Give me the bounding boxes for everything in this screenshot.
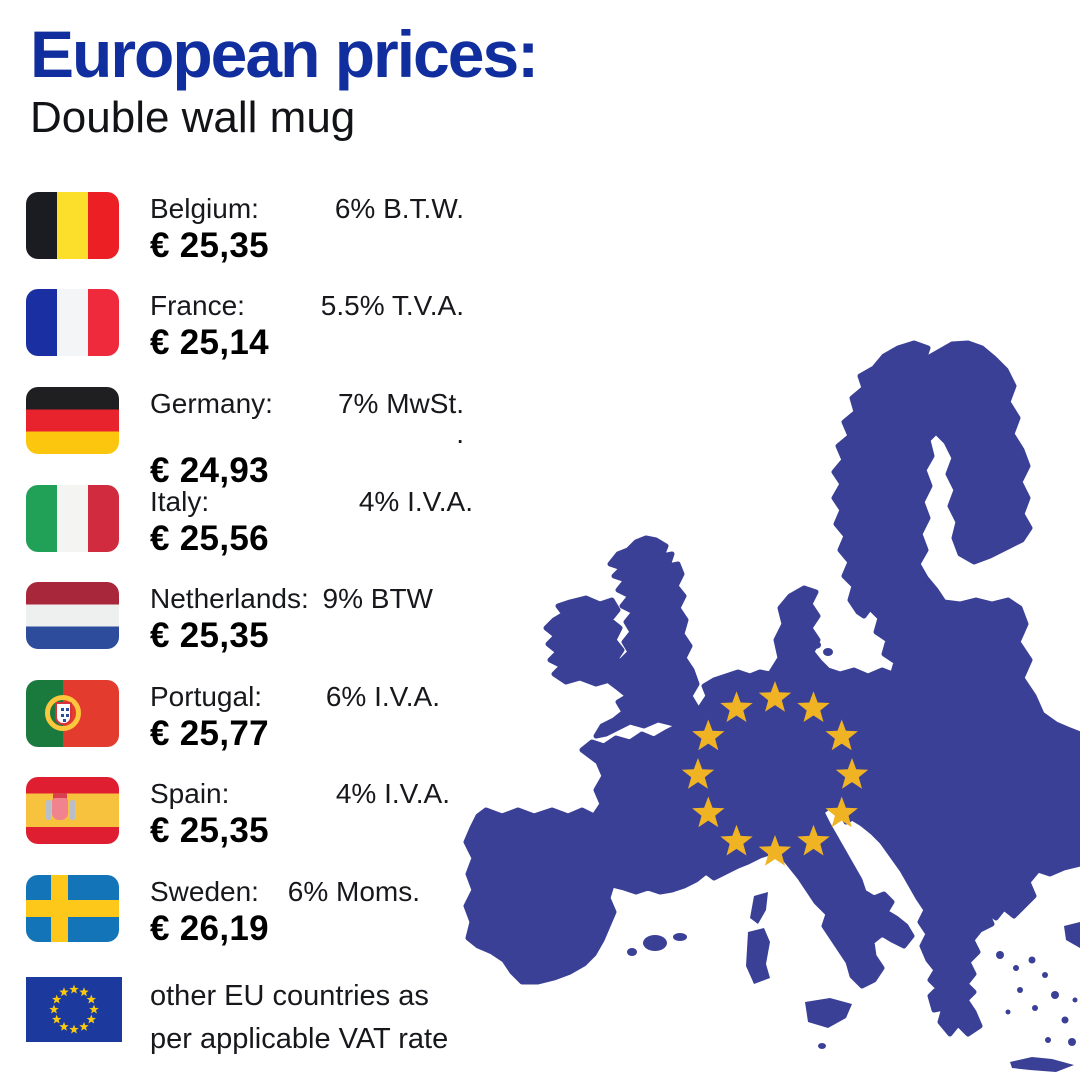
europe-mainland-shape [463,585,1080,1037]
price: € 25,35 [150,225,269,265]
page-title: European prices: [30,17,539,91]
price: € 26,19 [150,908,269,948]
sardinia-shape [746,928,770,984]
flag-france-icon [26,289,119,356]
price: € 25,14 [150,322,269,362]
danish-isle-shape [809,641,821,649]
flag-sweden-icon [26,875,119,942]
flag-germany-icon [26,387,119,454]
country-row-france: France: 5.5% T.V.A. € 25,14 [26,289,466,362]
vat-rate: 4% I.V.A. [335,778,450,809]
great-britain-shape [593,535,700,739]
ireland-shape [543,595,625,687]
country-name: Portugal: [150,681,263,712]
scandinavia-shape [831,340,1033,685]
country-row-germany: Germany: 7% MwSt. . € 24,93 [26,387,466,490]
price: € 25,56 [150,518,269,558]
vat-rate: 6% B.T.W. [334,193,464,224]
footer-note-line1: other EU countries as [150,980,429,1012]
country-name: Belgium: [150,193,259,224]
country-row-spain: Spain: 4% I.V.A. € 25,35 [26,777,466,850]
country-row-belgium: Belgium: 6% B.T.W. € 25,35 [26,192,466,265]
country-row-italy: Italy: 4% I.V.A. € 25,56 [26,485,473,558]
flag-netherlands-icon [26,582,119,649]
vat-rate: 6% I.V.A. [325,681,440,712]
price: € 25,35 [150,615,269,655]
flag-spain-icon [26,777,119,844]
danish-isle-shape [823,648,833,656]
price: € 25,35 [150,810,269,850]
aegean-islands [996,951,1078,1046]
menorca-shape [673,933,687,941]
country-row-sweden: Sweden: 6% Moms. € 26,19 [26,875,466,948]
flag-eu-icon [26,977,122,1042]
flag-portugal-icon [26,680,119,747]
country-name: Netherlands: [150,583,309,614]
country-name: France: [150,290,245,321]
vat-rate: 9% BTW [322,583,433,614]
country-name: Germany: [150,388,273,419]
crete-shape [1010,1057,1074,1072]
flag-belgium-icon [26,192,119,259]
price: € 24,93 [150,450,269,490]
corsica-shape [750,892,768,924]
vat-rate: 4% I.V.A. [358,486,473,517]
footer-note: other EU countries as per applicable VAT… [150,975,496,1061]
page-subtitle: Double wall mug [30,93,356,142]
vat-rate: 6% Moms. [287,876,420,907]
gotland-shape [949,617,955,631]
vat-rate: 7% MwSt. . [337,388,464,449]
ibiza-shape [627,948,637,956]
europe-map [460,340,1080,1080]
price: € 25,77 [150,713,269,753]
footer-note-line2: per applicable VAT rate [150,1022,449,1055]
country-row-portugal: Portugal: 6% I.V.A. € 25,77 [26,680,466,753]
country-name: Spain: [150,778,230,809]
turkey-edge-shape [1064,922,1080,948]
country-name: Italy: [150,486,210,517]
flag-italy-icon [26,485,119,552]
malta-shape [818,1043,826,1049]
country-row-netherlands: Netherlands: 9% BTW € 25,35 [26,582,466,655]
vat-rate: 5.5% T.V.A. [320,290,464,321]
country-name: Sweden: [150,876,259,907]
mallorca-shape [643,935,667,951]
sicily-shape [805,998,852,1028]
